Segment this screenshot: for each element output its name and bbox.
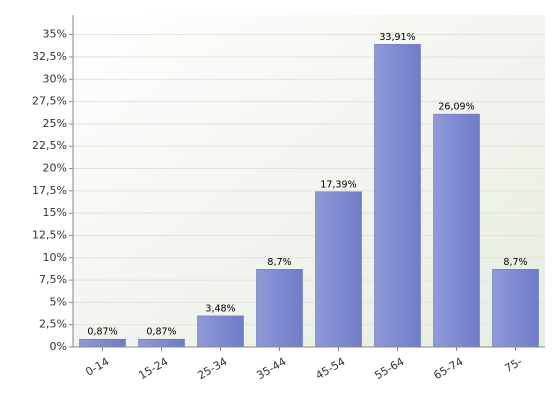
value-label: 8,7% bbox=[503, 257, 527, 268]
bar bbox=[79, 338, 126, 348]
y-tick-label: 0% bbox=[50, 340, 67, 353]
bar bbox=[433, 113, 480, 348]
y-tick-label: 5% bbox=[50, 295, 67, 308]
y-tick-label: 2,5% bbox=[39, 318, 67, 331]
x-tick-label: 25-34 bbox=[195, 355, 229, 382]
x-tick-label: 35-44 bbox=[254, 355, 288, 382]
bar bbox=[492, 269, 539, 348]
bar bbox=[197, 315, 244, 348]
y-tick-label: 22,5% bbox=[32, 139, 67, 152]
y-tick-label: 27,5% bbox=[32, 95, 67, 108]
x-tick-label: 55-64 bbox=[372, 355, 406, 382]
x-tick-label: 15-24 bbox=[136, 355, 170, 382]
y-tick-label: 20% bbox=[43, 162, 67, 175]
value-label: 8,7% bbox=[267, 257, 291, 268]
value-label: 17,39% bbox=[320, 179, 356, 190]
y-tick-label: 15% bbox=[43, 206, 67, 219]
y-tick-label: 30% bbox=[43, 72, 67, 85]
bar bbox=[256, 269, 303, 348]
y-tick-label: 32,5% bbox=[32, 50, 67, 63]
y-tick-label: 12,5% bbox=[32, 228, 67, 241]
value-label: 33,91% bbox=[379, 32, 415, 43]
value-label: 3,48% bbox=[205, 303, 235, 314]
x-tick-label: 65-74 bbox=[431, 355, 465, 382]
y-tick-label: 7,5% bbox=[39, 273, 67, 286]
x-tick-label: 0-14 bbox=[83, 355, 111, 379]
x-tick-label: 75- bbox=[502, 355, 524, 375]
x-tick-label: 45-54 bbox=[313, 355, 347, 382]
bar bbox=[138, 338, 185, 348]
y-tick-label: 35% bbox=[43, 28, 67, 41]
bar bbox=[374, 44, 421, 348]
y-tick-label: 25% bbox=[43, 117, 67, 130]
value-label: 0,87% bbox=[146, 327, 176, 338]
value-label: 26,09% bbox=[438, 102, 474, 113]
value-label: 0,87% bbox=[87, 327, 117, 338]
bar bbox=[315, 191, 362, 348]
y-tick-label: 10% bbox=[43, 251, 67, 264]
y-tick-label: 17,5% bbox=[32, 184, 67, 197]
